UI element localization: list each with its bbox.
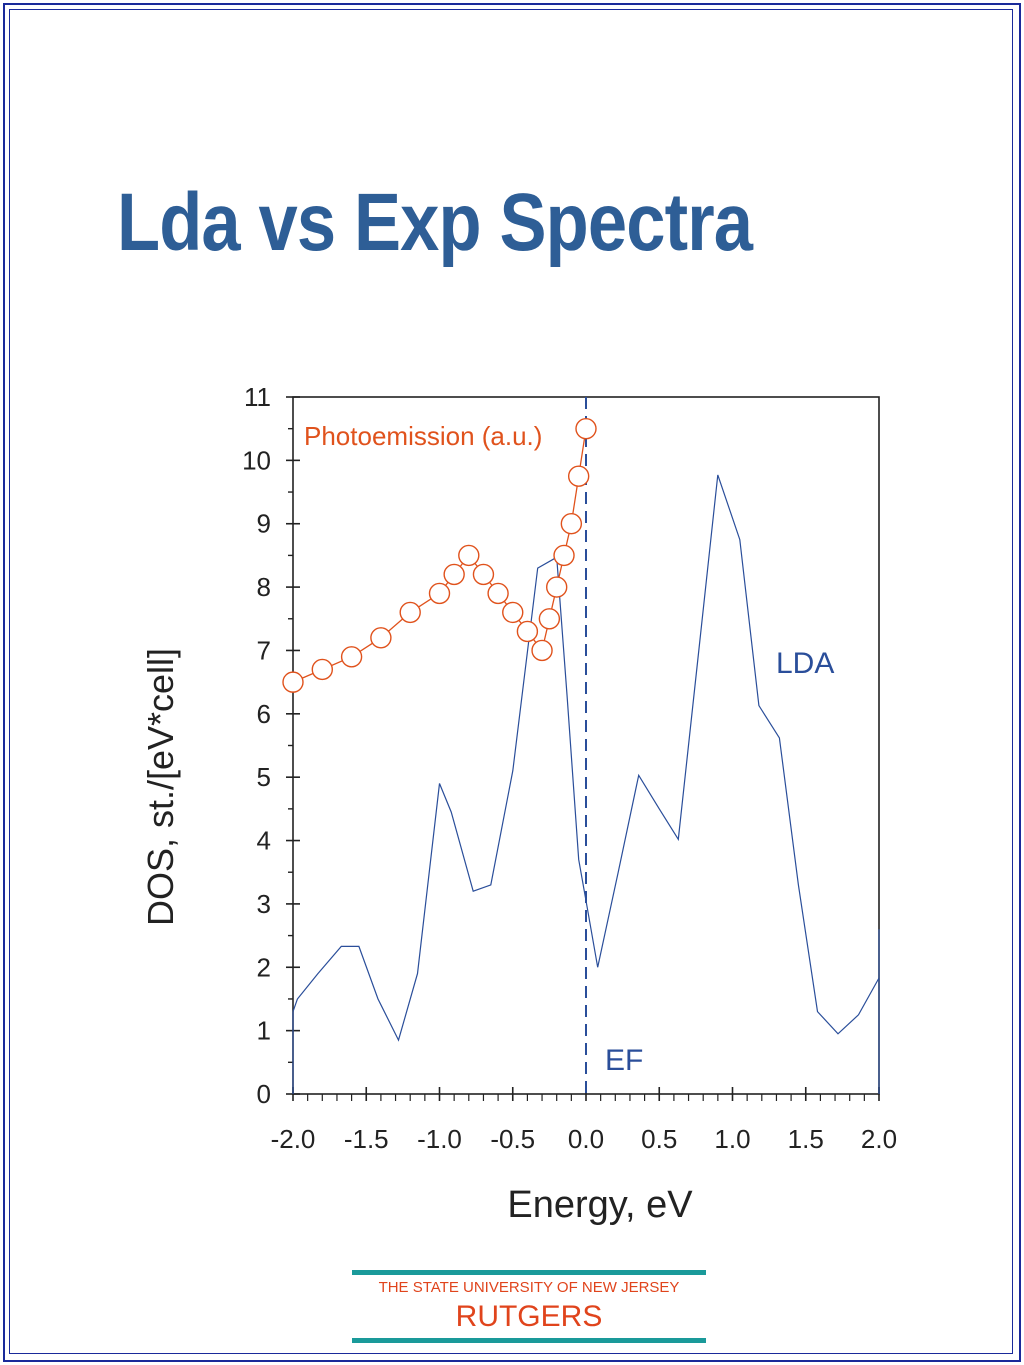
photoemission-point — [560, 513, 583, 535]
y-tick-label: 4 — [257, 826, 271, 856]
photoemission-point — [502, 601, 524, 624]
photoemission-point — [575, 417, 597, 440]
y-axis-label: DOS, st./[eV*cell] — [140, 648, 181, 926]
ef-annotation: EF — [605, 1044, 643, 1077]
y-tick-label: 0 — [257, 1079, 271, 1109]
photoemission-annotation: Photoemission (a.u.) — [304, 421, 542, 451]
x-tick-label: 1.5 — [788, 1124, 824, 1154]
photoemission-point — [311, 658, 333, 681]
y-tick-label: 9 — [257, 509, 271, 539]
photoemission-point — [472, 563, 495, 586]
photoemission-point — [538, 608, 561, 630]
photoemission-point — [443, 563, 465, 586]
series-layer — [282, 397, 880, 1094]
photoemission-point — [340, 646, 363, 668]
x-tick-label: 1.0 — [714, 1124, 750, 1154]
axes-layer: 0 1 2 3 4 5 6 7 8 9 10 11 -2.0 -1.5 -1.0 -0.5 0.0 0.5 1.0 1… — [242, 382, 897, 1154]
x-tick-label: 0.5 — [641, 1124, 677, 1154]
x-tick-label: 0.0 — [568, 1124, 604, 1154]
y-tick-label: 8 — [257, 572, 271, 602]
y-tick-label: 7 — [257, 635, 271, 665]
rutgers-logo: THE STATE UNIVERSITY OF NEW JERSEY RUTGE… — [352, 1270, 706, 1346]
lda-series-line — [292, 474, 880, 1042]
photoemission-point — [458, 544, 480, 567]
x-tick-label: -0.5 — [490, 1124, 535, 1154]
logo-bottom-bar — [352, 1338, 706, 1343]
x-tick-label: -1.0 — [417, 1124, 462, 1154]
slide-border — [3, 3, 1021, 1362]
y-tick-label: 10 — [242, 445, 271, 475]
photoemission-point — [546, 576, 568, 598]
slide-title: Lda vs Exp Spectra — [117, 177, 753, 268]
photoemission-point — [428, 582, 451, 605]
y-tick-label: 5 — [257, 762, 271, 792]
x-tick-label: -1.5 — [344, 1124, 389, 1154]
logo-rutgers-text: RUTGERS — [455, 1300, 603, 1333]
lda-annotation: LDA — [776, 647, 834, 680]
logo-university-line: THE STATE UNIVERSITY OF NEW JERSEY — [378, 1279, 680, 1296]
photoemission-point — [487, 582, 509, 605]
x-axis-label: Energy, eV — [507, 1184, 693, 1226]
x-tick-label: -2.0 — [271, 1124, 316, 1154]
y-tick-label: 3 — [257, 889, 271, 919]
y-tick-label: 2 — [257, 952, 271, 982]
y-tick-label: 6 — [257, 699, 271, 729]
photoemission-point — [399, 601, 421, 624]
photoemission-point — [282, 671, 304, 693]
photoemission-point — [370, 627, 392, 649]
x-tick-label: 2.0 — [861, 1124, 897, 1154]
photoemission-point — [567, 465, 590, 487]
photoemission-point — [531, 639, 553, 662]
photoemission-point — [516, 620, 539, 643]
logo-top-bar — [352, 1270, 706, 1275]
y-tick-label: 11 — [244, 382, 271, 412]
photoemission-point — [553, 544, 575, 567]
slide-inner-border — [9, 9, 1013, 1354]
y-tick-label: 1 — [257, 1016, 271, 1046]
